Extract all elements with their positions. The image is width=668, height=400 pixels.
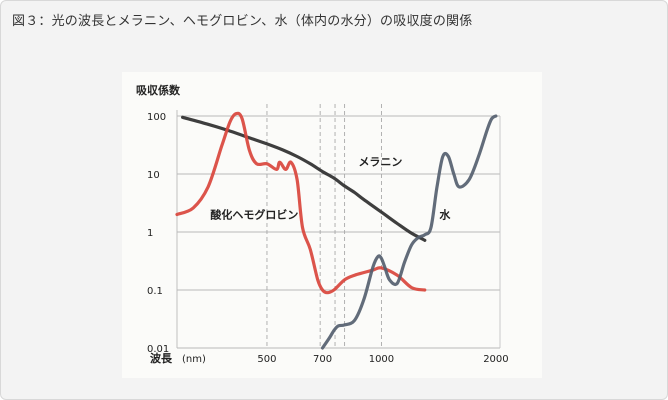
oxyhemoglobin-label: 酸化ヘモグロビン [210, 208, 298, 222]
x-tick-label: 1000 [369, 354, 394, 365]
chart-area: 100 10 1 0.1 0.01 500 700 1000 2000 吸収係数波長 (nm) メラニ… [122, 72, 542, 378]
y-tick-label: 100 [147, 112, 166, 123]
y-tick-label: 0.01 [147, 344, 169, 355]
x-tick-label: 2000 [483, 354, 508, 365]
x-axis-label: 波長 [150, 351, 173, 365]
x-tick-label: 500 [257, 354, 276, 365]
melanin-curve [181, 115, 427, 242]
water-curve [320, 114, 498, 350]
x-tick-label: 700 [313, 354, 332, 365]
y-axis-label: 吸収係数 [136, 83, 181, 97]
y-tick-label: 10 [147, 170, 160, 181]
figure-caption: 図３：光の波長とメラニン、ヘモグロビン、水（体内の水分）の吸収度の関係 [12, 14, 473, 29]
oxyhemoglobin-curve [175, 111, 427, 295]
x-axis-unit: (nm) [182, 354, 206, 365]
y-tick-label: 1 [147, 228, 153, 239]
water-label: 水 [439, 208, 451, 222]
melanin-label: メラニン [358, 156, 402, 169]
y-tick-label: 0.1 [147, 286, 163, 297]
